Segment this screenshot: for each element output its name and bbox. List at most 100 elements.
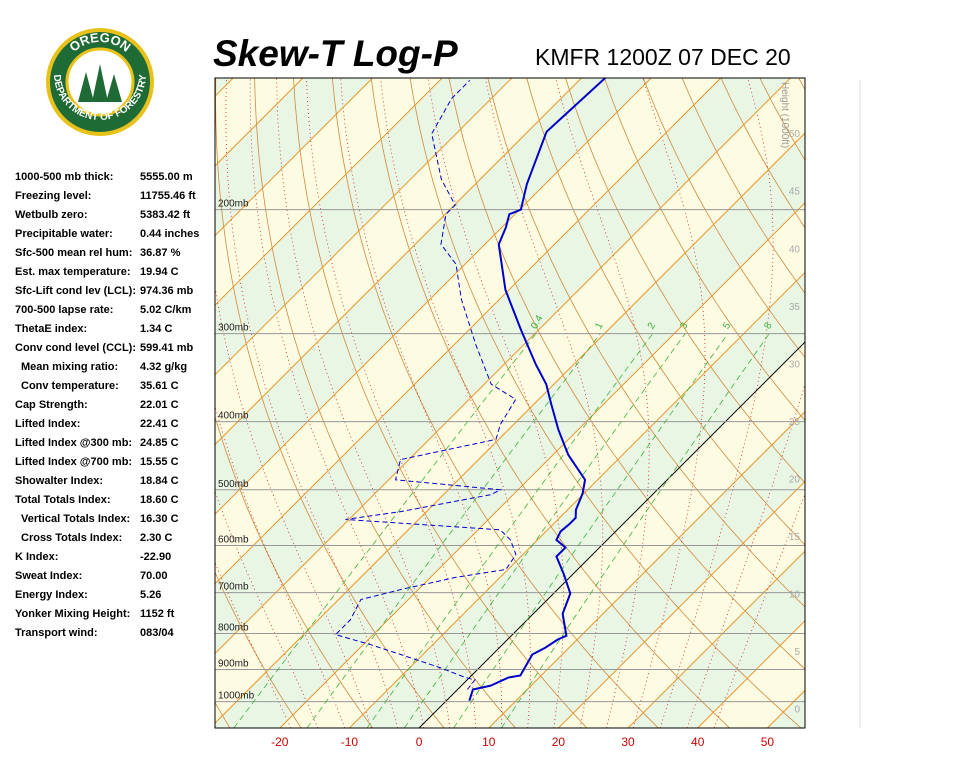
mixing-ratio-line bbox=[453, 333, 729, 728]
stat-value: 1152 ft bbox=[140, 608, 175, 620]
mixing-ratio-label: 3 bbox=[678, 320, 691, 331]
stat-value: 083/04 bbox=[140, 627, 175, 639]
stat-label: 700-500 lapse rate: bbox=[15, 304, 113, 316]
dry-adiabat bbox=[331, 78, 659, 728]
mixing-ratio-label: 8 bbox=[762, 320, 775, 331]
dry-adiabat bbox=[642, 78, 805, 358]
isotherm bbox=[837, 78, 960, 728]
dry-adiabat bbox=[526, 78, 805, 546]
stat-value: 5.02 C/km bbox=[140, 304, 192, 316]
logo-tree bbox=[106, 74, 122, 102]
y-tick-label: 200mb bbox=[218, 199, 249, 210]
isotherm bbox=[215, 78, 373, 237]
stat-value: 18.60 C bbox=[140, 494, 179, 506]
dry-adiabat bbox=[876, 78, 960, 728]
mixing-ratio-label: 5 bbox=[721, 320, 734, 331]
mixing-ratio-line bbox=[306, 333, 601, 728]
y2-axis-label: Height (1000ft) bbox=[779, 82, 790, 148]
y-tick-label: 700mb bbox=[218, 582, 249, 593]
stat-value: 22.01 C bbox=[140, 399, 179, 411]
isotherm bbox=[215, 78, 791, 655]
stat-label: Yonker Mixing Height: bbox=[15, 608, 130, 620]
isotherm bbox=[349, 271, 805, 728]
stat-value: 24.85 C bbox=[140, 437, 179, 449]
y-tick-label: 900mb bbox=[218, 658, 249, 669]
moist-adiabat bbox=[215, 404, 346, 728]
stat-label: Energy Index: bbox=[15, 589, 88, 601]
stat-label: Sfc-Lift cond lev (LCL): bbox=[15, 285, 136, 297]
chart-subtitle: KMFR 1200Z 07 DEC 20 bbox=[535, 44, 791, 70]
stat-value: -22.90 bbox=[140, 551, 171, 563]
y-tick-label: 500mb bbox=[218, 479, 249, 490]
stat-value: 36.87 % bbox=[140, 247, 181, 259]
isotherm bbox=[215, 132, 805, 724]
stat-label: Showalter Index: bbox=[15, 475, 103, 487]
x-tick-label: 40 bbox=[691, 735, 705, 749]
dry-adiabat bbox=[954, 78, 960, 728]
stat-value: 19.94 C bbox=[140, 266, 179, 278]
stat-label: Lifted Index: bbox=[15, 418, 80, 430]
mixing-ratio-line bbox=[233, 333, 537, 728]
chart-title: Skew-T Log-P bbox=[213, 33, 458, 74]
logo-tree bbox=[78, 72, 94, 102]
moist-adiabat bbox=[380, 78, 531, 728]
x-tick-label: 10 bbox=[482, 735, 496, 749]
y2-tick-label: 5 bbox=[794, 647, 800, 658]
stat-label: Conv cond level (CCL): bbox=[15, 342, 136, 354]
plot-frame bbox=[214, 77, 806, 729]
logo-tree bbox=[92, 64, 108, 102]
isotherm bbox=[215, 78, 722, 585]
dry-adiabat bbox=[215, 78, 445, 728]
y2-tick-label: 35 bbox=[789, 302, 801, 313]
isotherm bbox=[488, 411, 805, 728]
stat-label: Mean mixing ratio: bbox=[21, 361, 118, 373]
isotherm bbox=[558, 480, 805, 728]
stat-value: 11755.46 ft bbox=[140, 190, 196, 202]
stat-label: ThetaE index: bbox=[15, 323, 87, 335]
stat-value: 5.26 bbox=[140, 589, 161, 601]
stat-label: K Index: bbox=[15, 551, 58, 563]
y2-tick-label: 10 bbox=[789, 589, 801, 600]
moist-adiabat bbox=[427, 78, 565, 728]
stat-value: 4.32 g/kg bbox=[140, 361, 187, 373]
stats: 1000-500 mb thick: 5555.00 m Freezing leve… bbox=[15, 171, 199, 639]
dry-adiabat bbox=[838, 78, 960, 728]
stat-value: 974.36 mb bbox=[140, 285, 193, 297]
stat-label: Cross Totals Index: bbox=[21, 532, 122, 544]
stat-value: 0.44 inches bbox=[140, 228, 199, 240]
moist-adiabat bbox=[632, 78, 706, 728]
isotherm bbox=[215, 78, 582, 446]
moist-adiabat bbox=[249, 78, 425, 728]
stat-label: 1000-500 mb thick: bbox=[15, 171, 113, 183]
y2-tick-label: 15 bbox=[789, 532, 801, 543]
mixing-ratio-line bbox=[501, 333, 770, 728]
y2-tick-label: 20 bbox=[789, 474, 801, 485]
stat-value: 22.41 C bbox=[140, 418, 179, 430]
mixing-ratio-label: 1 bbox=[593, 320, 606, 331]
moist-adiabat bbox=[306, 78, 477, 728]
y-tick-label: 300mb bbox=[218, 323, 249, 334]
dry-adiabat bbox=[565, 78, 805, 484]
moist-adiabat bbox=[225, 78, 399, 728]
isotherm-band bbox=[215, 133, 805, 728]
moist-adiabat bbox=[215, 284, 372, 728]
isotherm bbox=[215, 78, 652, 515]
stat-label: Cap Strength: bbox=[15, 399, 88, 411]
stat-label: Total Totals Index: bbox=[15, 494, 111, 506]
stat-label: Sfc-500 mean rel hum: bbox=[15, 247, 132, 259]
stat-value: 15.55 C bbox=[140, 456, 179, 468]
x-tick-label: -20 bbox=[271, 735, 289, 749]
y2-tick-label: 50 bbox=[789, 129, 801, 140]
stat-value: 5555.00 m bbox=[140, 171, 193, 183]
stat-value: 35.61 C bbox=[140, 380, 179, 392]
stat-value: 2.30 C bbox=[140, 532, 172, 544]
temperature-line bbox=[468, 78, 606, 702]
y2-tick-label: 45 bbox=[789, 187, 801, 198]
y2-tick-label: 25 bbox=[789, 417, 801, 428]
y-tick-label: 600mb bbox=[218, 535, 249, 546]
moist-adiabat bbox=[340, 78, 503, 728]
dry-adiabat bbox=[798, 78, 805, 91]
x-tick-label: 0 bbox=[416, 735, 423, 749]
